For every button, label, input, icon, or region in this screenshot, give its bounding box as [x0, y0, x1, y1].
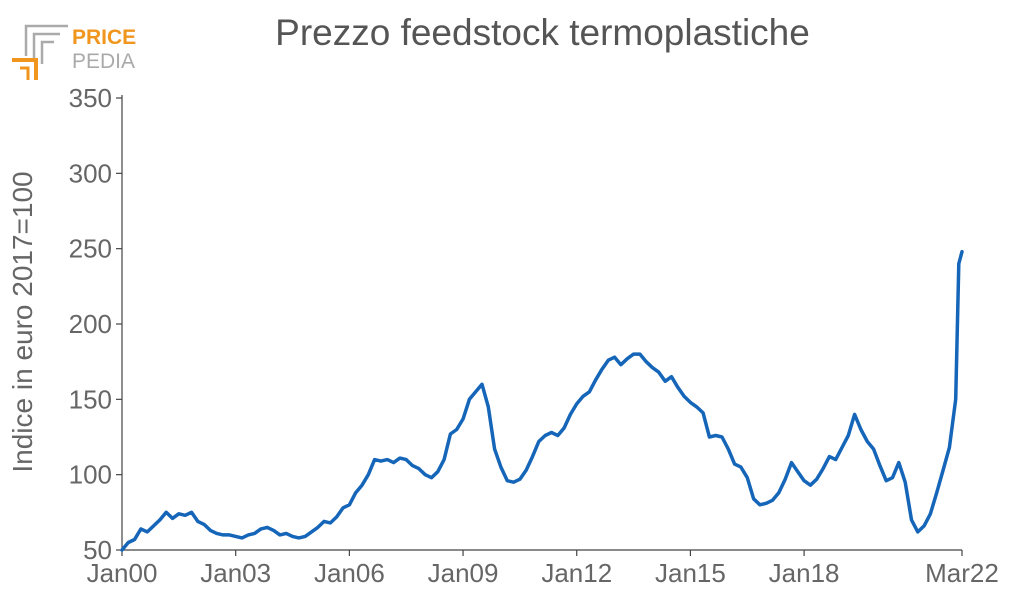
y-axis: 50 100 150 200 250 300 350: [69, 83, 123, 565]
x-tick-label: Jan15: [655, 558, 726, 588]
y-tick-label: 300: [69, 158, 112, 188]
y-tick-label: 50: [83, 535, 112, 565]
y-tick-label: 250: [69, 234, 112, 264]
x-tick-label: Mar22: [925, 558, 999, 588]
logo-text-pedia: PEDIA: [72, 50, 135, 73]
series-group: [120, 249, 964, 552]
logo-mark-icon: PRICE PEDIA: [12, 24, 136, 80]
y-tick-label: 150: [69, 384, 112, 414]
x-tick-label: Jan09: [428, 558, 499, 588]
y-tick-label: 350: [69, 83, 112, 113]
chart-title: Prezzo feedstock termoplastiche: [275, 12, 810, 53]
x-tick-label: Jan18: [769, 558, 840, 588]
series-line: [120, 249, 964, 552]
logo-text-price: PRICE: [72, 26, 136, 49]
y-tick-label: 200: [69, 309, 112, 339]
x-axis: Jan00 Jan03 Jan06 Jan09 Jan12 Jan15 Jan18 Mar22: [87, 549, 999, 588]
x-tick-label: Jan00: [87, 558, 158, 588]
x-tick-label: Jan12: [541, 558, 612, 588]
x-tick-label: Jan06: [314, 558, 385, 588]
y-axis-label: Indice in euro 2017=100: [7, 171, 38, 472]
pricepedia-logo: PRICE PEDIA: [12, 20, 152, 82]
y-tick-label: 100: [69, 460, 112, 490]
x-tick-label: Jan03: [200, 558, 271, 588]
